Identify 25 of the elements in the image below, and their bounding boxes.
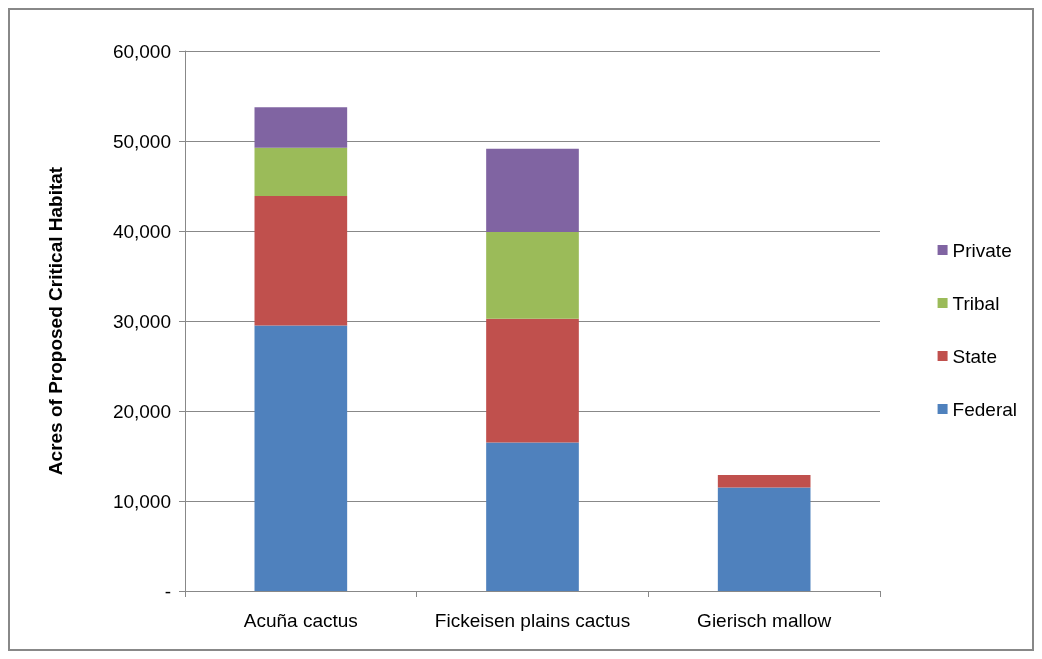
y-tick-label: 20,000 [112, 400, 171, 422]
x-tick-label: Gierisch mallow [697, 610, 832, 631]
legend-label: Private [952, 239, 1012, 261]
legend-label: Tribal [952, 292, 1000, 314]
y-tick-label: - [164, 580, 171, 602]
y-tick-label: 10,000 [112, 490, 171, 512]
bar [717, 487, 811, 591]
bar [254, 107, 348, 148]
x-tick-label: Acuña cactus [243, 610, 358, 631]
y-tick-label: 30,000 [112, 310, 171, 332]
legend-label: Federal [952, 398, 1017, 420]
y-axis-title: Acres of Proposed Critical Habitat [45, 166, 66, 476]
bar [486, 442, 579, 591]
bar [486, 148, 579, 232]
bar [254, 195, 348, 326]
y-tick-label: 40,000 [112, 220, 171, 242]
bar [717, 474, 811, 488]
legend-label: State [952, 345, 997, 367]
bar [486, 231, 579, 319]
bar [254, 325, 348, 591]
x-tick-label: Fickeisen plains cactus [434, 610, 631, 631]
y-tick-label: 50,000 [112, 130, 171, 152]
y-tick-label: 60,000 [112, 40, 171, 62]
bar [254, 147, 348, 196]
bar [486, 318, 579, 443]
